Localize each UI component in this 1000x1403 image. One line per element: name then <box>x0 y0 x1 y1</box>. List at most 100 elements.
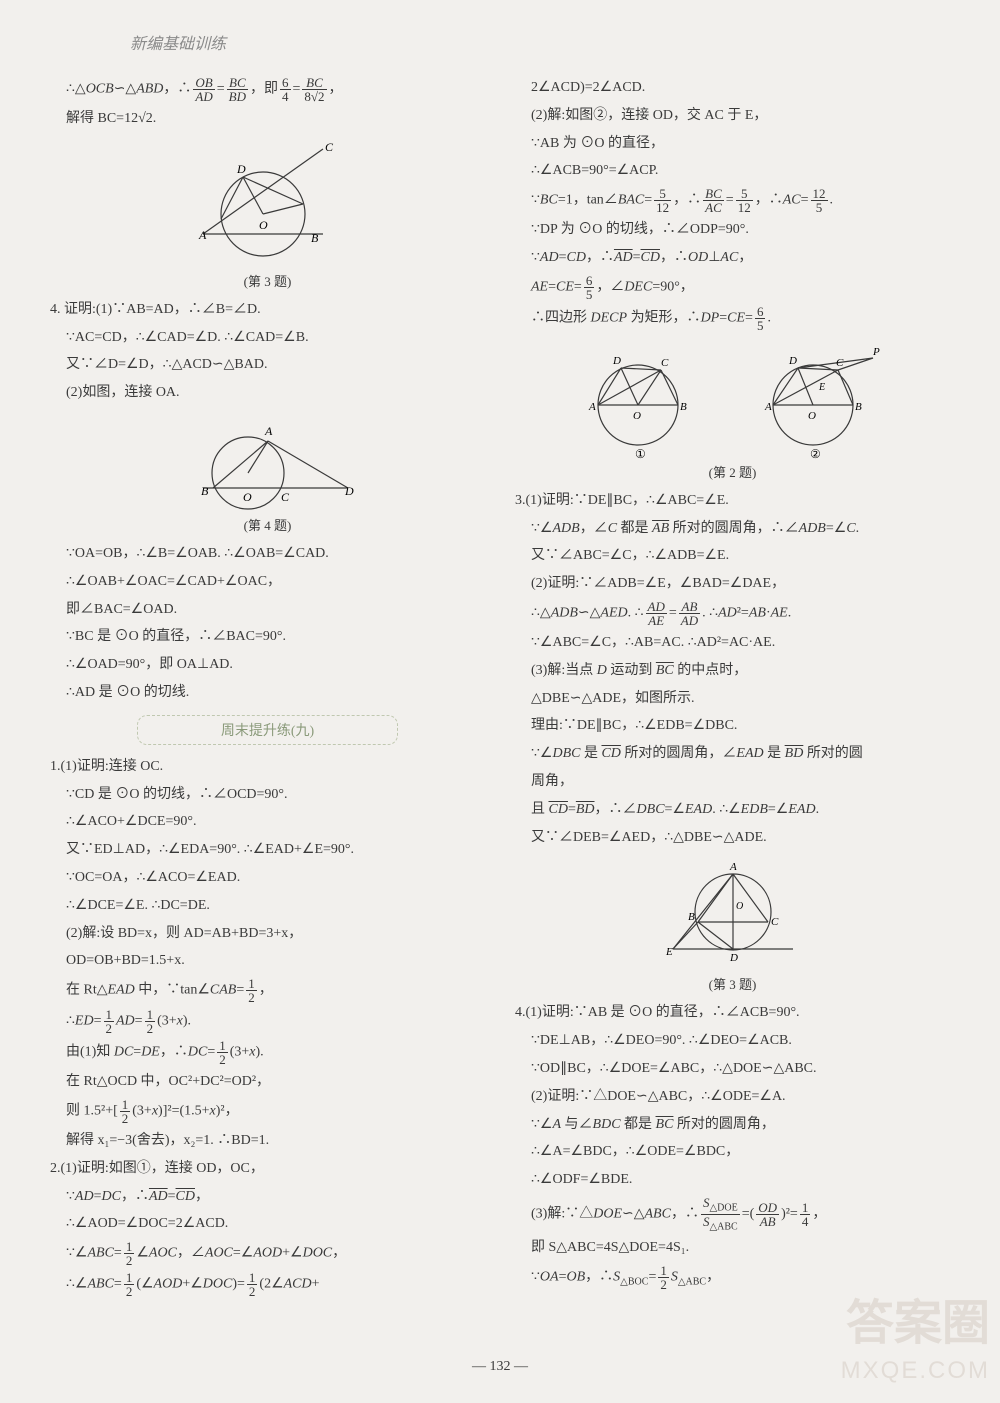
math-line: 理由:∵DE∥BC，∴∠EDB=∠DBC. <box>515 714 950 738</box>
math-line: ∵∠ABC=∠C，∴AB=AC. ∴AD²=AC·AE. <box>515 631 950 655</box>
svg-text:E: E <box>665 946 673 958</box>
math-line: ∵∠ABC=12∠AOC，∠AOC=∠AOD+∠DOC， <box>50 1240 485 1267</box>
math-line: 1.(1)证明:连接 OC. <box>50 755 485 779</box>
section-heading: 周末提升练(九) <box>137 715 398 745</box>
math-line: ∴∠OAB+∠OAC=∠CAD+∠OAC， <box>50 570 485 594</box>
figure-caption: (第 3 题) <box>515 974 950 993</box>
math-line: AE=CE=65，∠DEC=90°， <box>515 274 950 301</box>
math-line: ∴ED=12AD=12(3+x). <box>50 1008 485 1035</box>
math-line: ∴△OCB∽△ABD，∴OBAD=BCBD，即64=BC8√2， <box>50 76 485 103</box>
svg-text:D: D <box>344 484 354 498</box>
math-line: ∵BC=1，tan∠BAC=512，∴BCAC=512，∴AC=125. <box>515 187 950 214</box>
figure-caption: (第 3 题) <box>50 271 485 290</box>
svg-text:O: O <box>259 218 268 232</box>
svg-text:O: O <box>243 490 252 504</box>
svg-text:B: B <box>680 401 687 413</box>
watermark-sub: MXQE.COM <box>841 1357 990 1385</box>
svg-text:O: O <box>808 410 816 422</box>
math-line: ∵AB 为 ⊙O 的直径， <box>515 132 950 156</box>
math-line: ∴∠DCE=∠E. ∴DC=DE. <box>50 894 485 918</box>
math-line: ∴△ADB∽△AED. ∴ADAE=ABAD. ∴AD²=AB·AE. <box>515 600 950 627</box>
math-line: ∵OD∥BC，∴∠DOE=∠ABC，∴△DOE∽△ABC. <box>515 1057 950 1081</box>
math-line: ∵AC=CD，∴∠CAD=∠D. ∴∠CAD=∠B. <box>50 326 485 350</box>
math-line: 又∵∠D=∠D，∴△ACD∽△BAD. <box>50 353 485 377</box>
svg-text:A: A <box>264 424 273 438</box>
math-line: ∵OC=OA，∴∠ACO=∠EAD. <box>50 866 485 890</box>
figure-2-right: A B C D O ① A B <box>515 340 950 481</box>
math-line: 在 Rt△OCD 中，OC²+DC²=OD²， <box>50 1070 485 1094</box>
book-title: 新编基础训练 <box>50 30 950 54</box>
math-line: 4. 证明:(1)∵AB=AD，∴∠B=∠D. <box>50 298 485 322</box>
math-line: ∵∠DBC 是 CD 所对的圆周角，∠EAD 是 BD 所对的圆 <box>515 742 950 766</box>
svg-text:P: P <box>872 346 880 358</box>
math-line: (2)如图，连接 OA. <box>50 381 485 405</box>
svg-text:E: E <box>818 382 825 393</box>
svg-text:B: B <box>201 484 209 498</box>
svg-text:A: A <box>198 228 207 242</box>
watermark-main: 答案圈 <box>846 1283 990 1353</box>
svg-text:C: C <box>281 490 290 504</box>
math-line: OD=OB+BD=1.5+x. <box>50 949 485 973</box>
math-line: 在 Rt△EAD 中，∵tan∠CAB=12， <box>50 977 485 1004</box>
svg-text:D: D <box>612 355 621 367</box>
math-line: 又∵ED⊥AD，∴∠EDA=90°. ∴∠EAD+∠E=90°. <box>50 838 485 862</box>
figure-3-right: A B C D E O (第 3 题) <box>515 857 950 993</box>
math-line: 且 CD=BD，∴∠DBC=∠EAD. ∴∠EDB=∠EAD. <box>515 798 950 822</box>
math-line: 3.(1)证明:∵DE∥BC，∴∠ABC=∠E. <box>515 489 950 513</box>
two-column-layout: ∴△OCB∽△ABD，∴OBAD=BCBD，即64=BC8√2， 解得 BC=1… <box>50 72 950 1302</box>
svg-text:C: C <box>325 140 334 154</box>
svg-text:O: O <box>633 410 641 422</box>
math-line: ∴∠A=∠BDC，∴∠ODE=∠BDC， <box>515 1140 950 1164</box>
svg-text:B: B <box>855 401 862 413</box>
svg-text:②: ② <box>810 447 821 460</box>
math-line: 则 1.5²+[12(3+x)]²=(1.5+x)²， <box>50 1098 485 1125</box>
math-line: (3)解:当点 D 运动到 BC 的中点时， <box>515 659 950 683</box>
math-line: ∵∠A 与∠BDC 都是 BC 所对的圆周角， <box>515 1113 950 1137</box>
svg-text:D: D <box>788 355 797 367</box>
math-line: ∵∠ADB，∠C 都是 AB 所对的圆周角，∴∠ADB=∠C. <box>515 517 950 541</box>
math-line: ∴∠AOD=∠DOC=2∠ACD. <box>50 1212 485 1236</box>
math-line: (2)解:如图②，连接 OD，交 AC 于 E， <box>515 104 950 128</box>
math-line: ∴∠ACB=90°=∠ACP. <box>515 159 950 183</box>
math-line: ∴AD 是 ⊙O 的切线. <box>50 681 485 705</box>
math-line: 解得 BC=12√2. <box>50 107 485 131</box>
math-line: ∵AD=DC，∴AD=CD， <box>50 1185 485 1209</box>
math-line: (2)证明:∵∠ADB=∠E，∠BAD=∠DAE， <box>515 572 950 596</box>
math-line: ∴∠ABC=12(∠AOD+∠DOC)=12(2∠ACD+ <box>50 1271 485 1298</box>
math-line: ∵CD 是 ⊙O 的切线，∴∠OCD=90°. <box>50 783 485 807</box>
math-line: 2∠ACD)=2∠ACD. <box>515 76 950 100</box>
math-line: ∴∠ODF=∠BDE. <box>515 1168 950 1192</box>
svg-text:B: B <box>688 911 695 923</box>
math-line: 4.(1)证明:∵AB 是 ⊙O 的直径，∴∠ACB=90°. <box>515 1001 950 1025</box>
math-line: (2)证明:∵△DOE∽△ABC，∴∠ODE=∠A. <box>515 1085 950 1109</box>
figure-4-left: A B O C D (第 4 题) <box>50 413 485 534</box>
svg-text:A: A <box>764 401 772 413</box>
math-line: ∵AD=CD，∴AD=CD，∴OD⊥AC， <box>515 246 950 270</box>
svg-text:O: O <box>736 901 743 912</box>
svg-text:①: ① <box>635 447 646 460</box>
svg-text:C: C <box>836 357 844 369</box>
math-line: ∴四边形 DECP 为矩形，∴DP=CE=65. <box>515 305 950 332</box>
math-line: 即∠BAC=∠OAD. <box>50 598 485 622</box>
math-line: ∵OA=OB，∴∠B=∠OAB. ∴∠OAB=∠CAD. <box>50 542 485 566</box>
math-line: 又∵∠ABC=∠C，∴∠ADB=∠E. <box>515 544 950 568</box>
svg-text:A: A <box>729 861 737 873</box>
math-line: ∵BC 是 ⊙O 的直径，∴∠BAC=90°. <box>50 625 485 649</box>
math-line: 解得 x₁=−3(舍去)，x₂=1. ∴BD=1. <box>50 1129 485 1153</box>
figure-caption: (第 2 题) <box>515 462 950 481</box>
math-line: (3)解:∵△DOE∽△ABC，∴S△DOES△ABC=(ODAB)²=14， <box>515 1196 950 1232</box>
svg-text:A: A <box>588 401 596 413</box>
svg-text:B: B <box>311 231 319 245</box>
svg-text:D: D <box>729 952 738 964</box>
math-line: ∴∠ACO+∠DCE=90°. <box>50 810 485 834</box>
math-line: △DBE∽△ADE，如图所示. <box>515 687 950 711</box>
math-line: 又∵∠DEB=∠AED，∴△DBE∽△ADE. <box>515 826 950 850</box>
left-column: ∴△OCB∽△ABD，∴OBAD=BCBD，即64=BC8√2， 解得 BC=1… <box>50 72 485 1302</box>
svg-text:C: C <box>661 357 669 369</box>
math-line: ∵DP 为 ⊙O 的切线，∴∠ODP=90°. <box>515 218 950 242</box>
right-column: 2∠ACD)=2∠ACD. (2)解:如图②，连接 OD，交 AC 于 E， ∵… <box>515 72 950 1302</box>
math-line: 由(1)知 DC=DE，∴DC=12(3+x). <box>50 1039 485 1066</box>
math-line: ∵DE⊥AB，∴∠DEO=90°. ∴∠DEO=∠ACB. <box>515 1029 950 1053</box>
math-line: 2.(1)证明:如图①，连接 OD，OC， <box>50 1157 485 1181</box>
figure-3-left: A B C D O (第 3 题) <box>50 139 485 290</box>
